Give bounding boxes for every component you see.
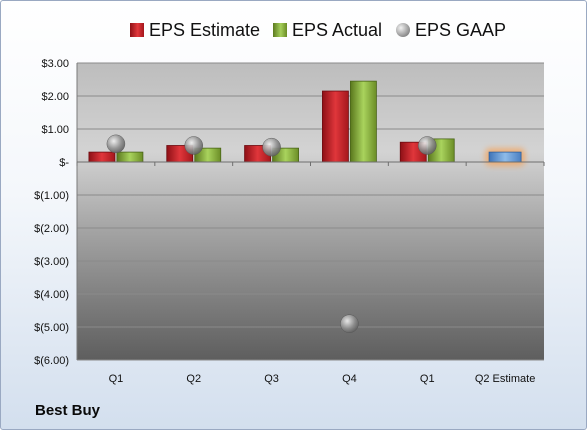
x-tick-label: Q2 Estimate [475, 373, 536, 385]
y-tick-label: $1.00 [41, 124, 69, 136]
eps-gaap-point [262, 137, 281, 157]
y-tick-label: $2.00 [41, 91, 69, 103]
y-tick-label: $(6.00) [34, 355, 69, 367]
y-tick-label: $3.00 [41, 58, 69, 70]
x-tick-label: Q2 [186, 373, 201, 385]
legend-item-estimate: EPS Estimate [130, 17, 260, 43]
y-tick-label: $(1.00) [34, 190, 69, 202]
x-tick-label: Q3 [264, 373, 279, 385]
eps-actual-bar [350, 80, 377, 163]
legend-label-gaap: EPS GAAP [415, 19, 507, 40]
y-tick-label: $(3.00) [34, 256, 69, 268]
y-tick-label: $(4.00) [34, 289, 69, 301]
eps-estimate-bar [322, 90, 349, 163]
actual-swatch [273, 23, 287, 37]
legend-item-actual: EPS Actual [273, 17, 382, 43]
gaap-swatch [396, 23, 410, 37]
eps-actual-bar [116, 151, 144, 163]
eps-gaap-point [418, 136, 437, 155]
q2-estimate-bar [488, 151, 522, 163]
estimate-swatch [130, 23, 144, 37]
eps-gaap-point [106, 134, 126, 154]
x-tick-label: Q1 [109, 373, 124, 385]
y-tick-label: $(2.00) [34, 223, 69, 235]
y-tick-label: $- [59, 157, 69, 169]
y-tick-label: $(5.00) [34, 322, 69, 334]
x-tick-label: Q1 [420, 373, 435, 385]
x-tick-label: Q4 [342, 373, 357, 385]
legend-label-estimate: EPS Estimate [149, 19, 261, 40]
legend-label-actual: EPS Actual [292, 19, 383, 40]
legend-item-gaap: EPS GAAP [396, 17, 506, 43]
eps-gaap-point [184, 136, 203, 155]
plot-area [77, 63, 544, 360]
company-name: Best Buy [35, 402, 101, 419]
eps-gaap-point [340, 314, 359, 333]
eps-estimate-bar [88, 151, 116, 163]
legend: EPS Estimate EPS Actual EPS GAAP [1, 17, 586, 43]
